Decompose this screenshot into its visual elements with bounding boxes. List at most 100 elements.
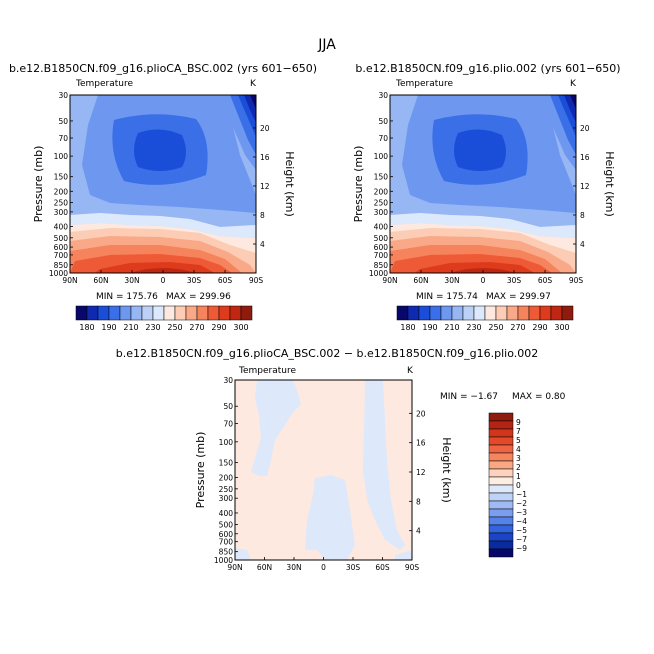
colorbar-swatch: [488, 492, 514, 502]
panel-diff-y-right-ticks: 20 16 12 8 4: [409, 409, 426, 536]
x-tick-label: 0: [481, 276, 486, 285]
colorbar-swatch: [550, 305, 563, 321]
y-tick-label: 1000: [49, 269, 68, 278]
contour-band: [134, 129, 186, 171]
x-tick-label: 90N: [62, 276, 77, 285]
colorbar-label: 270: [189, 323, 204, 332]
y-tick-label: 1000: [214, 556, 233, 565]
colorbar-label: −5: [516, 526, 527, 535]
panel-left-ylabel: Pressure (mb): [32, 146, 45, 223]
colorbar-swatch: [517, 305, 530, 321]
colorbar-label: 7: [516, 427, 521, 436]
colorbar-swatch: [488, 500, 514, 510]
x-tick-label: 30S: [187, 276, 202, 285]
panel-left-field-label: Temperature: [75, 79, 133, 89]
y-right-tick-label: 4: [580, 240, 585, 249]
colorbar-swatch: [495, 305, 508, 321]
y-tick-label: 150: [54, 173, 69, 182]
colorbar-swatch: [488, 444, 514, 454]
panel-left: b.e12.B1850CN.f09_g16.plioCA_BSC.002 (yr…: [9, 62, 317, 332]
y-tick-label: 70: [58, 134, 68, 143]
x-tick-label: 60N: [257, 563, 272, 572]
colorbar-swatch: [528, 305, 541, 321]
colorbar-swatch: [119, 305, 132, 321]
y-right-tick-label: 12: [416, 468, 426, 477]
contour-band: [570, 95, 576, 109]
colorbar-swatch: [108, 305, 121, 321]
colorbar-label: 300: [554, 323, 569, 332]
y-tick-label: 250: [219, 485, 234, 494]
panel-diff-title: b.e12.B1850CN.f09_g16.plioCA_BSC.002 − b…: [116, 347, 538, 360]
y-tick-label: 400: [54, 222, 69, 231]
y-tick-label: 400: [219, 509, 234, 518]
y-tick-label: 70: [378, 134, 388, 143]
contour-band: [454, 129, 506, 171]
panel-diff-units: K: [407, 366, 414, 376]
colorbar-label: 0: [516, 481, 521, 490]
y-tick-label: 700: [54, 251, 69, 260]
panel-diff-contours: [235, 380, 412, 560]
x-tick-label: 60N: [413, 276, 428, 285]
colorbar-label: 230: [145, 323, 160, 332]
colorbar-swatch: [488, 476, 514, 486]
y-tick-label: 250: [54, 199, 69, 208]
colorbar-label: −2: [516, 499, 527, 508]
colorbar-swatch: [488, 484, 514, 494]
y-tick-label: 200: [219, 473, 234, 482]
y-tick-label: 150: [219, 459, 234, 468]
y-right-tick-label: 16: [580, 153, 590, 162]
colorbar-label: 9: [516, 418, 521, 427]
panel-right: b.e12.B1850CN.f09_g16.plio.002 (yrs 601−…: [352, 62, 621, 332]
colorbar-swatch: [462, 305, 475, 321]
x-tick-label: 0: [321, 563, 326, 572]
colorbar-swatch: [488, 468, 514, 478]
colorbar-label: 210: [123, 323, 138, 332]
panel-right-min-label: MIN = 175.74: [416, 292, 478, 302]
x-tick-label: 30N: [124, 276, 139, 285]
y-tick-label: 300: [54, 208, 69, 217]
y-tick-label: 50: [223, 402, 233, 411]
colorbar-label: 250: [488, 323, 503, 332]
panel-right-contours: [390, 95, 576, 273]
panel-diff: b.e12.B1850CN.f09_g16.plioCA_BSC.002 − b…: [116, 347, 566, 572]
x-tick-label: 60S: [218, 276, 233, 285]
y-tick-label: 50: [58, 117, 68, 126]
y-tick-label: 500: [374, 234, 389, 243]
panel-diff-field-label: Temperature: [238, 366, 296, 376]
colorbar-label: 290: [532, 323, 547, 332]
colorbar-label: 210: [444, 323, 459, 332]
colorbar-label: 3: [516, 454, 521, 463]
panel-diff-min-label: MIN = −1.67: [440, 392, 498, 402]
colorbar-swatch: [440, 305, 453, 321]
colorbar-label: 270: [510, 323, 525, 332]
y-right-tick-label: 8: [580, 211, 585, 220]
contour-band: [305, 475, 355, 560]
y-tick-label: 300: [219, 494, 234, 503]
panel-diff-x-ticks: 90N 60N 30N 0 30S 60S 90S: [227, 557, 419, 572]
colorbar-swatch: [488, 460, 514, 470]
panel-right-field-label: Temperature: [395, 79, 453, 89]
colorbar-swatch: [488, 436, 514, 446]
y-right-tick-label: 16: [416, 439, 426, 448]
panel-right-colorbar: 180 190 210 230 250 270 290 300: [396, 305, 574, 332]
colorbar-swatch: [196, 305, 209, 321]
panel-left-y-right-ticks: 20 16 12 8 4: [253, 124, 270, 249]
colorbar-swatch: [561, 305, 574, 321]
panel-left-plot-area: [70, 95, 256, 273]
y-right-tick-label: 20: [416, 409, 426, 418]
colorbar-swatch: [240, 305, 253, 321]
contour-band: [130, 268, 195, 273]
panel-left-colorbar: 180 190 210 230 250 270 290 300: [75, 305, 253, 332]
y-tick-label: 600: [219, 530, 234, 539]
panel-diff-plot-area: [235, 380, 412, 560]
y-right-tick-label: 4: [260, 240, 265, 249]
contour-band: [251, 380, 301, 476]
contour-band: [70, 213, 256, 238]
figure-title: JJA: [317, 37, 336, 53]
y-tick-label: 400: [374, 222, 389, 231]
panel-diff-max-label: MAX = 0.80: [512, 392, 566, 402]
contour-band: [450, 268, 515, 273]
y-tick-label: 100: [374, 152, 389, 161]
colorbar-swatch: [488, 428, 514, 438]
